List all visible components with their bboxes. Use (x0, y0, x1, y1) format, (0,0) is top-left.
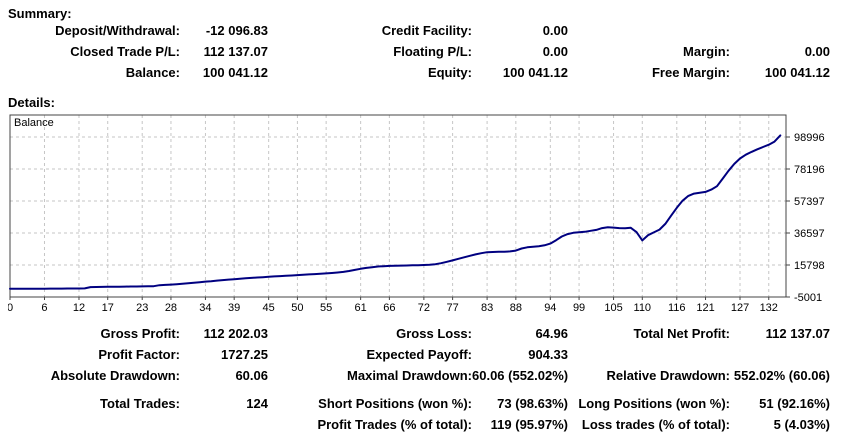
stat-value: -12 096.83 (205, 23, 268, 38)
svg-text:127: 127 (731, 302, 749, 314)
stat-label: Equity: (427, 65, 472, 80)
stat-value: 64.96 (535, 326, 568, 341)
stat-value: 552.02% (60.06) (733, 368, 830, 383)
stat-value: 100 041.12 (502, 65, 568, 80)
stat-label: Relative Drawdown: (606, 368, 730, 383)
stat-value: 112 137.07 (203, 44, 268, 59)
stat-label: Margin: (683, 44, 730, 59)
stat-label: Profit Trades (% of total): (317, 417, 472, 432)
svg-text:55: 55 (320, 302, 332, 314)
summary-table: Deposit/Withdrawal: -12 096.83 Credit Fa… (0, 20, 830, 83)
svg-text:99: 99 (573, 302, 585, 314)
stat-value: 124 (246, 396, 268, 411)
stat-label: Expected Payoff: (366, 347, 472, 362)
stat-value: 112 137.07 (765, 326, 830, 341)
stat-label: Deposit/Withdrawal: (55, 23, 180, 38)
svg-text:72: 72 (418, 302, 430, 314)
svg-text:105: 105 (604, 302, 622, 314)
stat-value: 60.06 (235, 368, 268, 383)
stat-value: 5 (4.03%) (773, 417, 830, 432)
stat-label: Total Net Profit: (633, 326, 730, 341)
stat-label: Maximal Drawdown: (347, 368, 472, 383)
stat-label: Long Positions (won %): (578, 396, 730, 411)
svg-text:45: 45 (263, 302, 275, 314)
svg-text:57397: 57397 (794, 196, 825, 208)
svg-text:94: 94 (544, 302, 556, 314)
svg-text:12: 12 (73, 302, 85, 314)
svg-text:78196: 78196 (794, 164, 825, 176)
chart-legend-balance: Balance (14, 117, 54, 129)
summary-heading: Summary: (8, 6, 72, 21)
stat-value (180, 414, 268, 435)
balance-chart: Balance 0 6 12 17 23 28 34 39 45 50 55 61 66 72 77 83 88… (7, 112, 838, 314)
stat-label: Closed Trade P/L: (70, 44, 180, 59)
svg-text:6: 6 (41, 302, 47, 314)
stat-label: Balance: (125, 65, 180, 80)
svg-text:15798: 15798 (794, 260, 825, 272)
svg-text:83: 83 (481, 302, 493, 314)
svg-text:23: 23 (136, 302, 148, 314)
svg-text:121: 121 (696, 302, 714, 314)
svg-text:-5001: -5001 (794, 292, 822, 304)
row-spacer (0, 386, 830, 393)
stat-label (568, 344, 730, 365)
svg-text:132: 132 (760, 302, 778, 314)
stat-label (568, 20, 730, 41)
stat-label: Gross Loss: (396, 326, 472, 341)
stat-value: 73 (98.63%) (497, 396, 568, 411)
stat-label: Floating P/L: (393, 44, 472, 59)
stat-value (730, 20, 830, 41)
svg-text:98996: 98996 (794, 132, 825, 144)
details-heading: Details: (8, 95, 55, 110)
stat-value: 112 202.03 (203, 326, 268, 341)
stat-label: Short Positions (won %): (318, 396, 472, 411)
svg-text:61: 61 (355, 302, 367, 314)
stat-value: 51 (92.16%) (759, 396, 830, 411)
svg-text:110: 110 (634, 302, 652, 314)
svg-text:17: 17 (102, 302, 114, 314)
stat-label: Profit Factor: (98, 347, 180, 362)
stat-value: 1727.25 (221, 347, 268, 362)
svg-text:36597: 36597 (794, 228, 825, 240)
stat-label: Total Trades: (100, 396, 180, 411)
svg-text:88: 88 (510, 302, 522, 314)
svg-text:0: 0 (8, 302, 13, 314)
svg-text:39: 39 (228, 302, 240, 314)
stat-label (0, 414, 180, 435)
details-table: Gross Profit: 112 202.03 Gross Loss: 64.… (0, 323, 830, 435)
stat-label: Loss trades (% of total): (581, 417, 730, 432)
stat-label: Gross Profit: (100, 326, 180, 341)
stat-label: Absolute Drawdown: (50, 368, 180, 383)
balance-line-chart-svg: 0 6 12 17 23 28 34 39 45 50 55 61 66 72 77 83 88 94 99 105 1… (7, 114, 825, 314)
svg-text:28: 28 (165, 302, 177, 314)
stat-value: 100 041.12 (202, 65, 268, 80)
svg-text:66: 66 (383, 302, 395, 314)
stat-value: 0.00 (542, 23, 568, 38)
stat-value (730, 344, 830, 365)
stat-value: 119 (95.97%) (490, 417, 568, 432)
stat-value: 0.00 (542, 44, 568, 59)
svg-text:34: 34 (199, 302, 211, 314)
stat-label: Credit Facility: (381, 23, 472, 38)
svg-text:77: 77 (446, 302, 458, 314)
stat-value: 904.33 (528, 347, 568, 362)
stat-value: 100 041.12 (764, 65, 830, 80)
stat-label: Free Margin: (651, 65, 730, 80)
stat-value: 60.06 (552.02%) (472, 368, 569, 383)
svg-text:50: 50 (291, 302, 303, 314)
svg-text:116: 116 (668, 302, 686, 314)
stat-value: 0.00 (804, 44, 830, 59)
